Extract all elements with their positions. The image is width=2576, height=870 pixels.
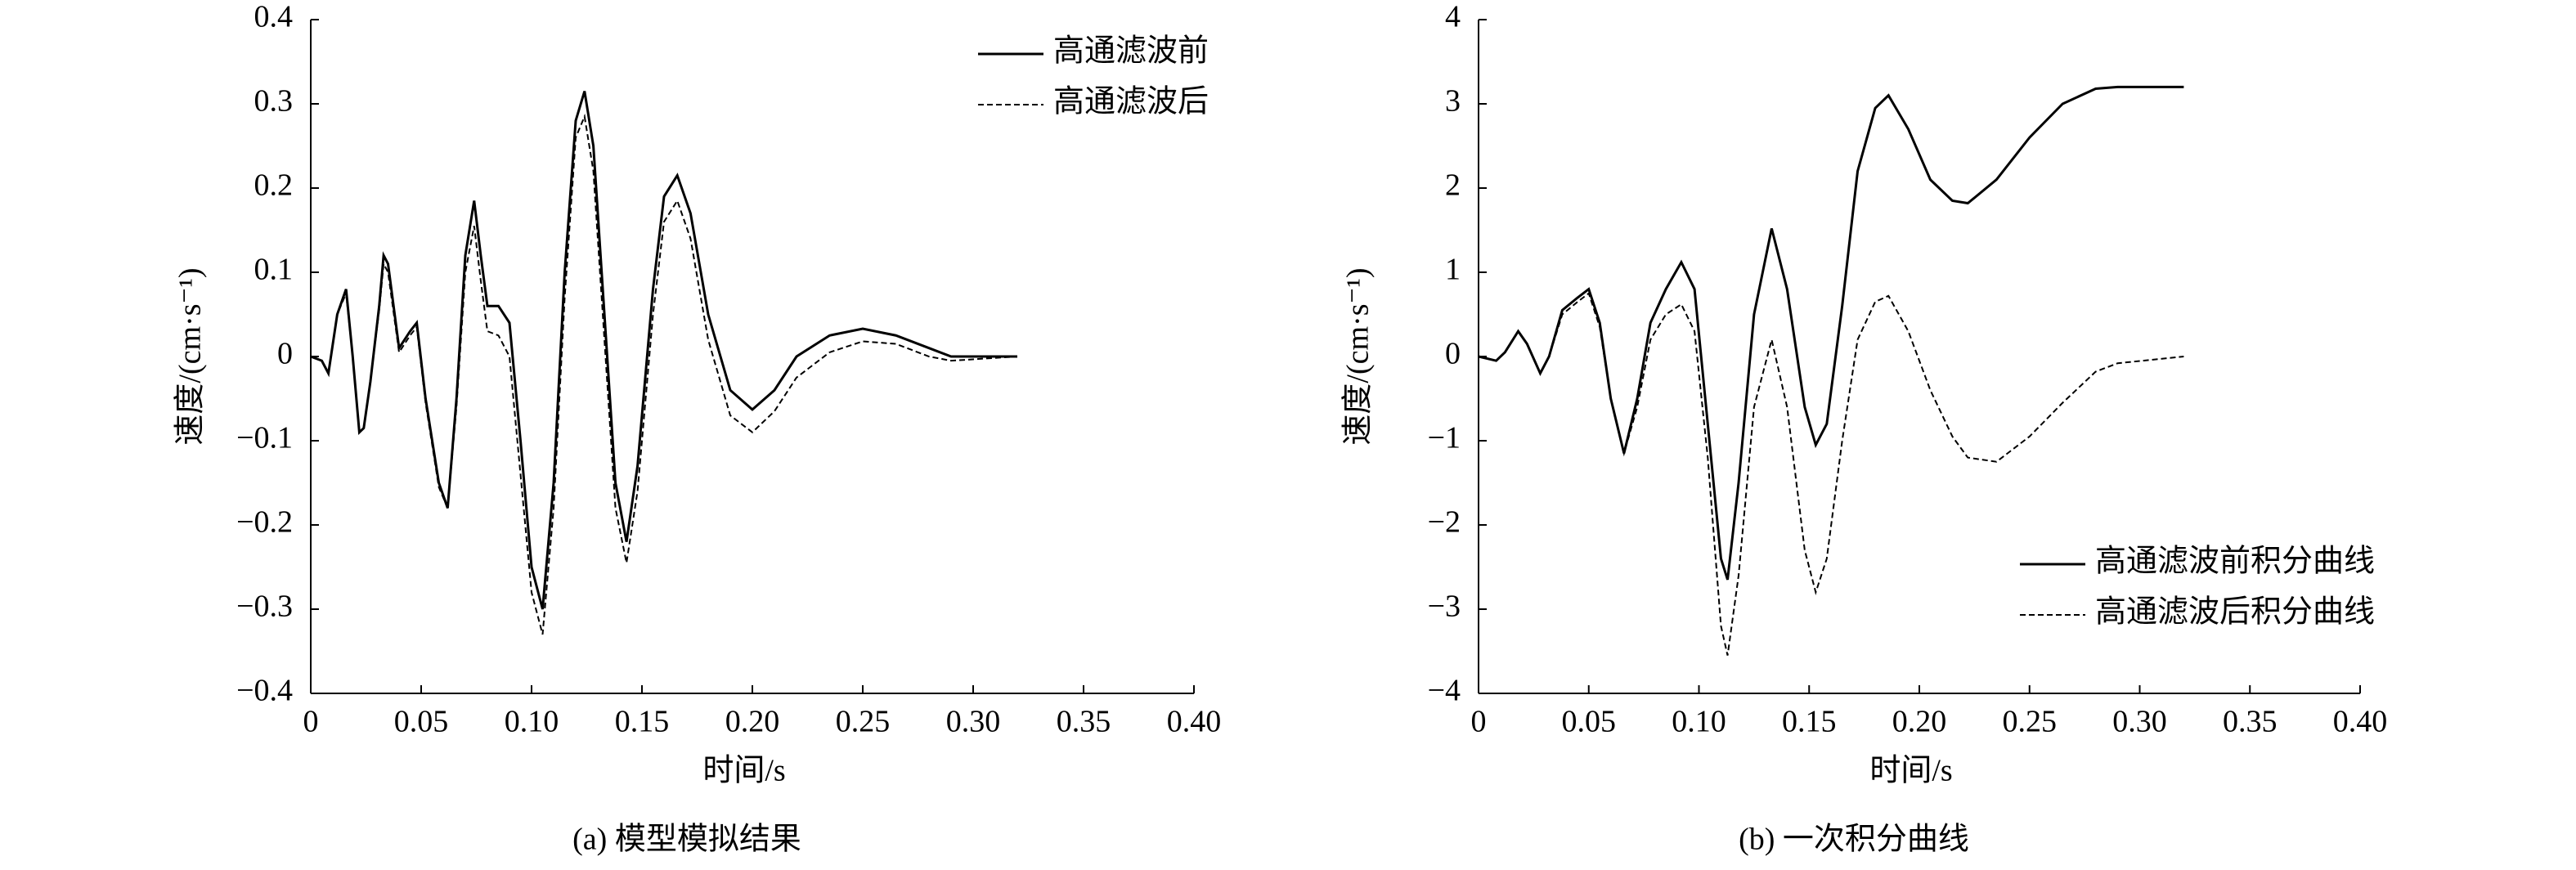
y-tick-label: −1 bbox=[1428, 421, 1461, 455]
y-tick-label: 0.2 bbox=[254, 168, 294, 203]
x-tick-label: 0.10 bbox=[505, 705, 559, 739]
x-axis-label: 时间/s bbox=[1869, 754, 1952, 788]
y-tick-label: −3 bbox=[1428, 590, 1461, 624]
y-axis-label: 速度/(cm·s⁻¹) bbox=[1341, 267, 1376, 445]
x-tick-label: 0.30 bbox=[946, 705, 1001, 739]
x-axis-label: 时间/s bbox=[702, 754, 785, 788]
x-tick-label: 0.20 bbox=[1892, 705, 1947, 739]
y-tick-label: −2 bbox=[1428, 505, 1461, 540]
y-tick-label: 1 bbox=[1445, 253, 1461, 287]
y-axis-label: 速度/(cm·s⁻¹) bbox=[173, 267, 208, 445]
x-tick-label: 0.35 bbox=[2223, 705, 2278, 739]
y-tick-label: 3 bbox=[1445, 84, 1461, 119]
y-tick-label: 0.4 bbox=[254, 0, 294, 34]
legend-label: 高通滤波前积分曲线 bbox=[2095, 545, 2375, 579]
x-tick-label: 0 bbox=[303, 705, 319, 739]
x-tick-label: 0.25 bbox=[2003, 705, 2058, 739]
series-line bbox=[310, 113, 1018, 635]
y-tick-label: 4 bbox=[1445, 0, 1461, 34]
x-tick-label: 0.15 bbox=[1782, 705, 1837, 739]
x-tick-label: 0.25 bbox=[836, 705, 891, 739]
caption: (a) 模型模拟结果 bbox=[572, 823, 801, 857]
caption: (b) 一次积分曲线 bbox=[1739, 823, 1969, 857]
x-tick-label: 0.30 bbox=[2112, 705, 2167, 739]
series-line bbox=[1478, 85, 2184, 581]
y-tick-label: 0.1 bbox=[254, 253, 294, 287]
y-tick-label: 2 bbox=[1445, 168, 1461, 203]
x-tick-label: 0.05 bbox=[1562, 705, 1617, 739]
y-tick-label: −0.2 bbox=[236, 505, 293, 540]
y-tick-label: 0 bbox=[1445, 337, 1461, 371]
y-tick-label: 0 bbox=[277, 337, 293, 371]
y-tick-label: −4 bbox=[1428, 674, 1461, 708]
x-tick-label: 0.10 bbox=[1672, 705, 1726, 739]
series-line bbox=[1478, 292, 2184, 656]
x-tick-label: 0.40 bbox=[1167, 705, 1222, 739]
y-tick-label: −0.3 bbox=[236, 590, 293, 624]
x-tick-label: 0.40 bbox=[2333, 705, 2388, 739]
y-tick-label: −0.1 bbox=[236, 421, 293, 455]
y-tick-label: 0.3 bbox=[254, 84, 294, 119]
x-tick-label: 0.20 bbox=[725, 705, 780, 739]
legend-label: 高通滤波后 bbox=[1053, 85, 1209, 119]
legend-label: 高通滤波前 bbox=[1053, 34, 1209, 69]
legend-label: 高通滤波后积分曲线 bbox=[2095, 595, 2375, 630]
series-line bbox=[310, 91, 1017, 610]
x-tick-label: 0.35 bbox=[1057, 705, 1111, 739]
x-tick-label: 0.05 bbox=[394, 705, 449, 739]
y-tick-label: −0.4 bbox=[236, 674, 293, 708]
x-tick-label: 0 bbox=[1471, 705, 1487, 739]
x-tick-label: 0.15 bbox=[615, 705, 670, 739]
